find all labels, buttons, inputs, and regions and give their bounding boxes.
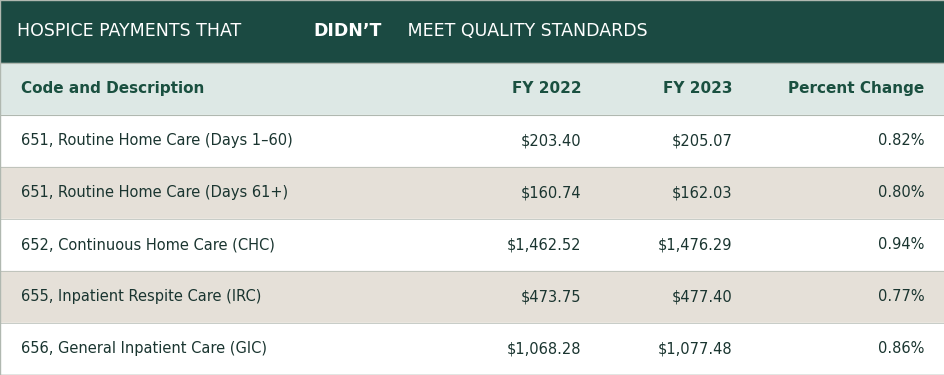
- Text: FY 2023: FY 2023: [662, 81, 732, 96]
- Text: 651, Routine Home Care (Days 61+): 651, Routine Home Care (Days 61+): [21, 185, 288, 200]
- Bar: [0, 219, 944, 271]
- Text: $162.03: $162.03: [671, 185, 732, 200]
- Text: 0.94%: 0.94%: [877, 237, 923, 252]
- Text: 0.86%: 0.86%: [877, 342, 923, 357]
- Text: 0.80%: 0.80%: [877, 185, 923, 200]
- Bar: [0, 63, 944, 115]
- Text: $1,068.28: $1,068.28: [506, 342, 581, 357]
- Bar: [0, 323, 944, 375]
- Bar: [0, 0, 944, 63]
- Text: DIDN’T: DIDN’T: [313, 22, 381, 40]
- Text: 652, Continuous Home Care (CHC): 652, Continuous Home Care (CHC): [21, 237, 275, 252]
- Text: $473.75: $473.75: [520, 290, 581, 304]
- Text: $203.40: $203.40: [520, 133, 581, 148]
- Text: $1,462.52: $1,462.52: [506, 237, 581, 252]
- Text: $160.74: $160.74: [520, 185, 581, 200]
- Bar: [0, 115, 944, 167]
- Text: 0.77%: 0.77%: [877, 290, 923, 304]
- Text: MEET QUALITY STANDARDS: MEET QUALITY STANDARDS: [401, 22, 647, 40]
- Text: FY 2022: FY 2022: [511, 81, 581, 96]
- Text: 0.82%: 0.82%: [877, 133, 923, 148]
- Text: Percent Change: Percent Change: [787, 81, 923, 96]
- Text: 656, General Inpatient Care (GIC): 656, General Inpatient Care (GIC): [21, 342, 266, 357]
- Text: $1,476.29: $1,476.29: [657, 237, 732, 252]
- Text: Code and Description: Code and Description: [21, 81, 204, 96]
- Bar: [0, 271, 944, 323]
- Text: $477.40: $477.40: [671, 290, 732, 304]
- Text: $1,077.48: $1,077.48: [657, 342, 732, 357]
- Text: HOSPICE PAYMENTS THAT: HOSPICE PAYMENTS THAT: [17, 22, 246, 40]
- Text: $205.07: $205.07: [671, 133, 732, 148]
- Bar: [0, 167, 944, 219]
- Text: 651, Routine Home Care (Days 1–60): 651, Routine Home Care (Days 1–60): [21, 133, 293, 148]
- Text: 655, Inpatient Respite Care (IRC): 655, Inpatient Respite Care (IRC): [21, 290, 261, 304]
